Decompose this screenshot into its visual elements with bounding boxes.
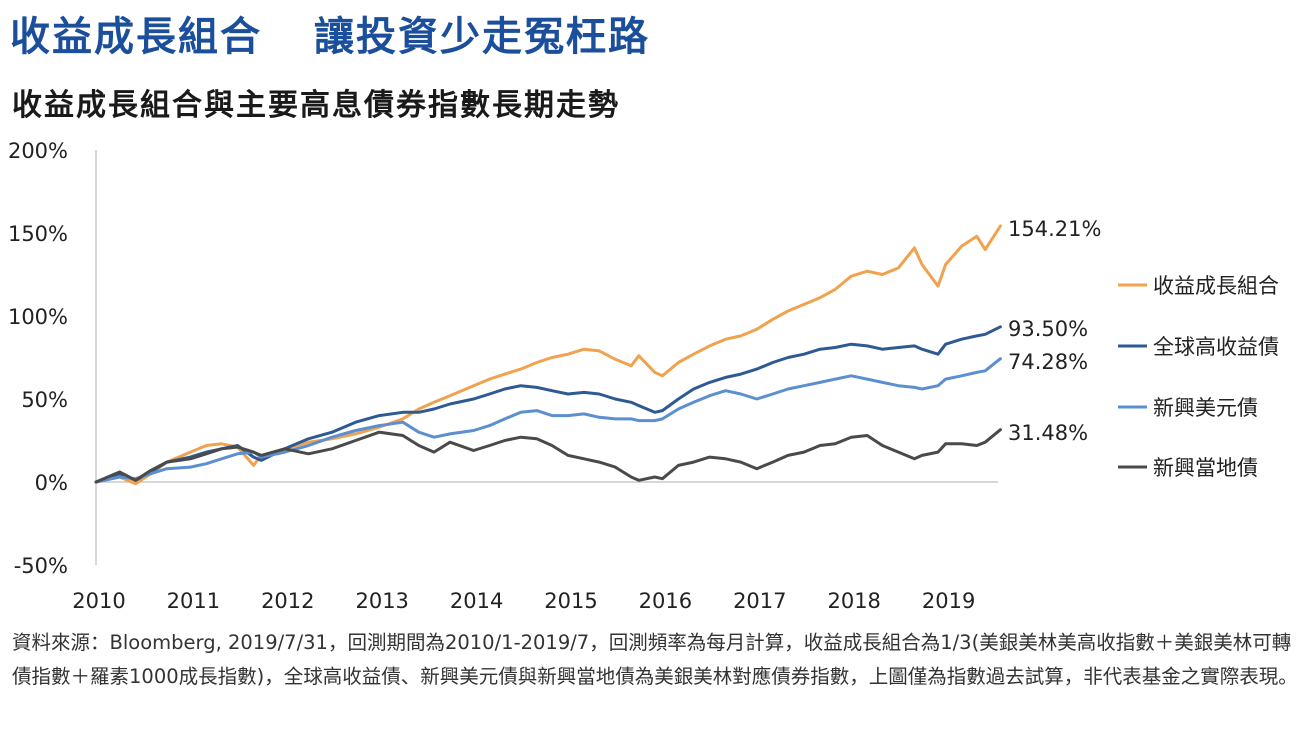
x-tick-label: 2011 <box>167 589 220 613</box>
legend-label: 新興美元債 <box>1153 396 1258 420</box>
x-tick-label: 2017 <box>733 589 786 613</box>
legend-label: 收益成長組合 <box>1153 274 1279 298</box>
x-tick-label: 2015 <box>544 589 597 613</box>
y-tick-label: 50% <box>21 388 68 412</box>
legend-label: 全球高收益債 <box>1153 335 1279 359</box>
series-line <box>94 428 1002 484</box>
x-tick-label: 2016 <box>639 589 692 613</box>
end-value-label: 154.21% <box>1008 217 1101 241</box>
series-line <box>94 325 1002 484</box>
y-tick-label: 150% <box>8 222 68 246</box>
y-tick-label: 0% <box>35 471 68 495</box>
y-tick-label: -50% <box>14 554 68 578</box>
series-line <box>94 224 1002 486</box>
x-tick-label: 2012 <box>261 589 314 613</box>
line-chart: 200% 150% 100% 50% 0% -50%2010 2011 2012 2013 201… <box>8 139 1279 613</box>
x-tick-label: 2013 <box>355 589 408 613</box>
y-tick-label: 100% <box>8 305 68 329</box>
legend-label: 新興當地債 <box>1153 456 1258 480</box>
end-value-label: 74.28% <box>1008 350 1088 374</box>
series-line <box>94 357 1002 484</box>
x-tick-label: 2019 <box>922 589 975 613</box>
headline-part2: 讓投資少走冤枉路 <box>314 14 650 60</box>
x-tick-label: 2014 <box>450 589 503 613</box>
x-tick-label: 2018 <box>827 589 880 613</box>
end-value-label: 93.50% <box>1008 317 1088 341</box>
y-tick-label: 200% <box>8 139 68 163</box>
chart-title: 收益成長組合與主要高息債券指數長期走勢 <box>12 88 620 123</box>
x-tick-label: 2010 <box>72 589 125 613</box>
source-note: 資料來源：Bloomberg, 2019/7/31，回測期間為2010/1-20… <box>12 631 1298 688</box>
headline-part1: 收益成長組合 <box>10 14 262 60</box>
end-value-label: 31.48% <box>1008 421 1088 445</box>
page-headline: 收益成長組合 讓投資少走冤枉路 <box>10 4 650 62</box>
